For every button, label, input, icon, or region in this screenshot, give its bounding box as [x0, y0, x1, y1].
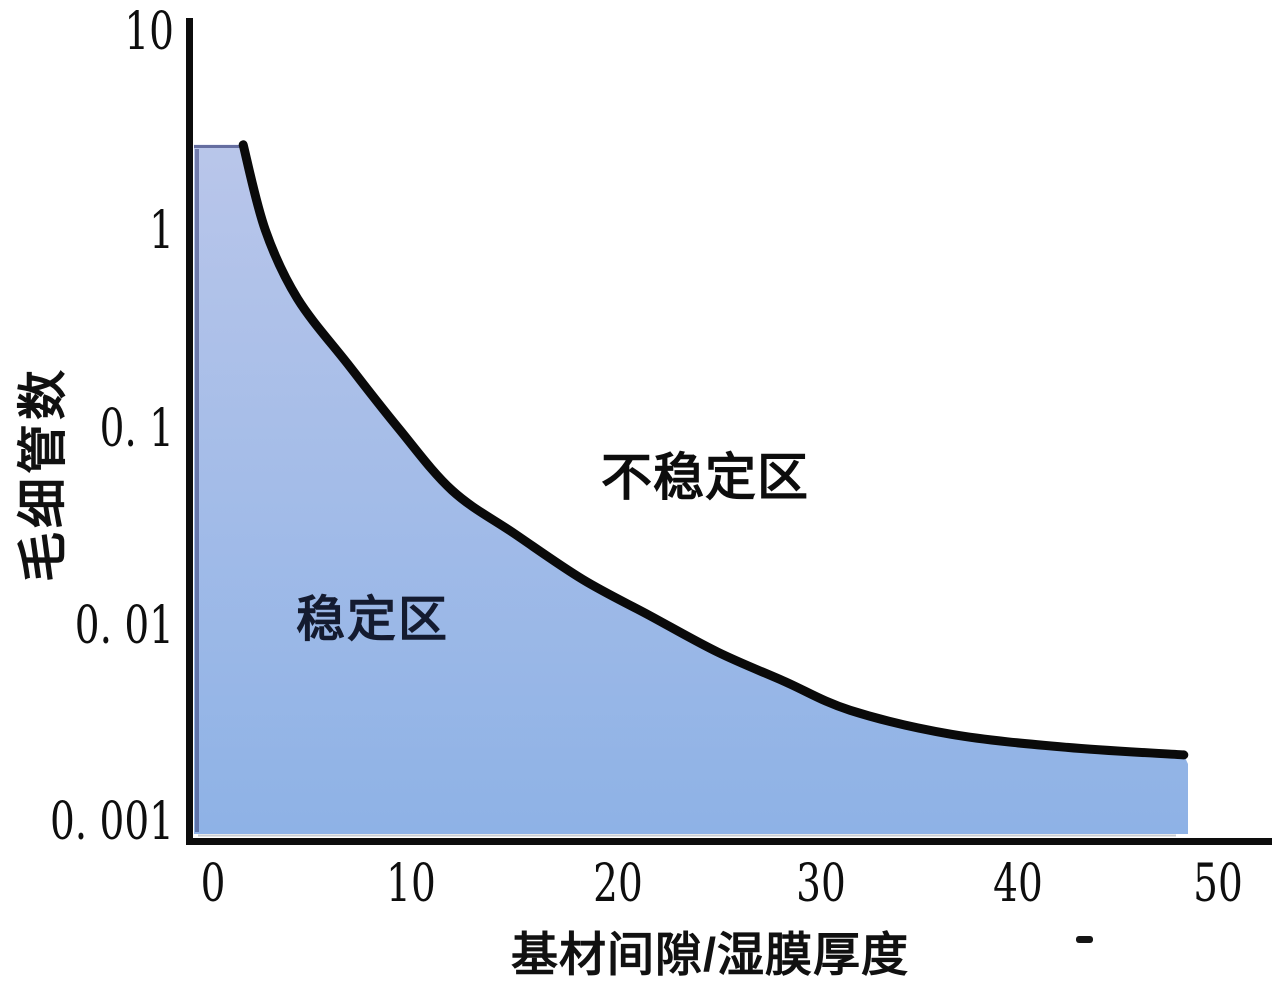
- stray-dash-mark: [1076, 936, 1093, 943]
- y-tick-1: 1: [149, 201, 174, 261]
- unstable-region-label: 不稳定区: [601, 449, 810, 506]
- y-tick-0-1: 0. 1: [99, 399, 174, 459]
- x-axis-title: 基材间隙/湿膜厚度: [510, 928, 910, 981]
- stable-region-label: 稳定区: [296, 593, 450, 647]
- x-tick-20: 20: [593, 854, 643, 914]
- y-tick-0-001: 0. 001: [49, 792, 174, 852]
- x-tick-50: 50: [1193, 854, 1243, 914]
- y-axis-title: 毛细管数: [15, 366, 71, 582]
- x-tick-30: 30: [796, 854, 846, 914]
- stability-boundary-curve: [238, 140, 1189, 760]
- stable-region-fill: [194, 144, 1188, 835]
- x-tick-0: 0: [200, 854, 226, 914]
- y-tick-10: 10: [124, 2, 174, 62]
- x-tick-10: 10: [386, 854, 436, 914]
- y-tick-0-01: 0. 01: [74, 596, 174, 656]
- x-tick-40: 40: [993, 854, 1043, 914]
